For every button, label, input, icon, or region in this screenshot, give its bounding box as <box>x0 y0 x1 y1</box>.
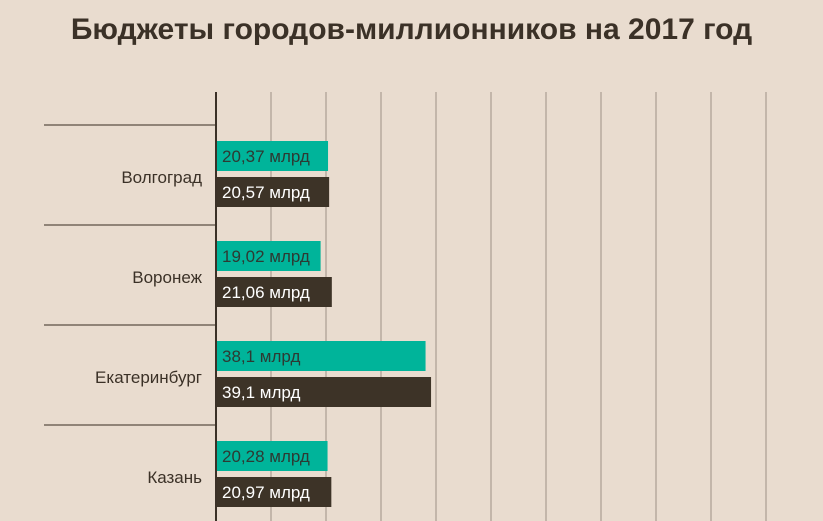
bar <box>216 141 329 171</box>
bar <box>216 241 321 271</box>
data-label: 21,06 млрд <box>222 283 310 302</box>
chart-title: Бюджеты городов-миллионников на 2017 год <box>70 13 753 46</box>
bar <box>216 441 328 471</box>
category-label: Казань <box>147 468 202 487</box>
bar <box>216 341 426 371</box>
bar <box>216 277 332 307</box>
data-label: 19,02 млрд <box>222 247 310 266</box>
category-label: Волгоград <box>121 168 202 187</box>
bar <box>216 177 330 207</box>
category-label: Воронеж <box>132 268 202 287</box>
bar <box>216 377 432 407</box>
category-label: Екатеринбург <box>95 368 202 387</box>
data-label: 38,1 млрд <box>222 347 300 366</box>
data-label: 20,37 млрд <box>222 147 310 166</box>
data-label: 39,1 млрд <box>222 383 300 402</box>
data-label: 20,28 млрд <box>222 447 310 466</box>
bar <box>216 477 332 507</box>
data-label: 20,57 млрд <box>222 183 310 202</box>
data-label: 20,97 млрд <box>222 483 310 502</box>
